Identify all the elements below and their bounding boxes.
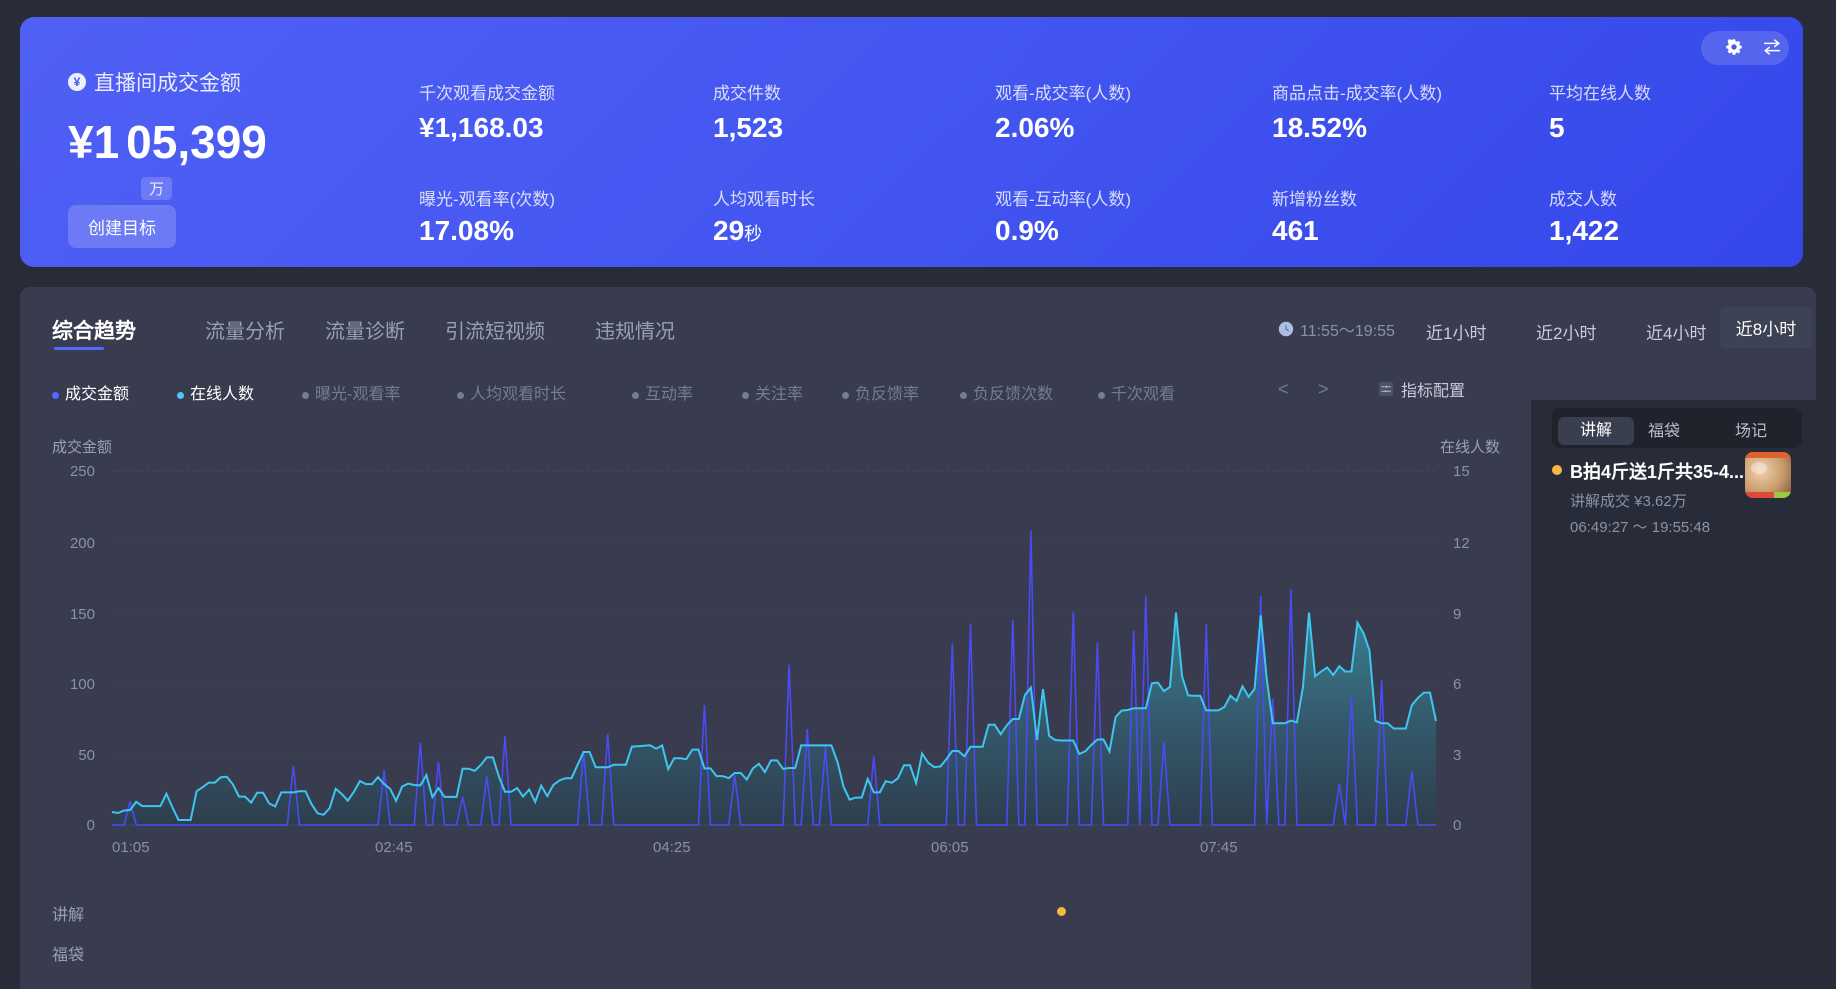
svg-text:02:45: 02:45 [375,839,413,856]
svg-text:0: 0 [87,817,95,834]
svg-text:07:45: 07:45 [1200,839,1238,856]
svg-text:0: 0 [1453,817,1461,834]
svg-text:9: 9 [1453,606,1461,623]
svg-text:50: 50 [78,747,95,764]
svg-text:12: 12 [1453,535,1470,552]
svg-text:06:05: 06:05 [931,839,969,856]
svg-text:150: 150 [70,606,95,623]
svg-text:04:25: 04:25 [653,839,691,856]
svg-text:100: 100 [70,676,95,693]
svg-text:在线人数: 在线人数 [1440,439,1500,456]
svg-text:6: 6 [1453,676,1461,693]
svg-text:成交金额: 成交金额 [52,438,112,456]
svg-text:15: 15 [1453,463,1470,480]
svg-text:250: 250 [70,463,95,480]
svg-text:3: 3 [1453,747,1461,764]
svg-text:01:05: 01:05 [112,839,150,856]
svg-text:200: 200 [70,535,95,552]
